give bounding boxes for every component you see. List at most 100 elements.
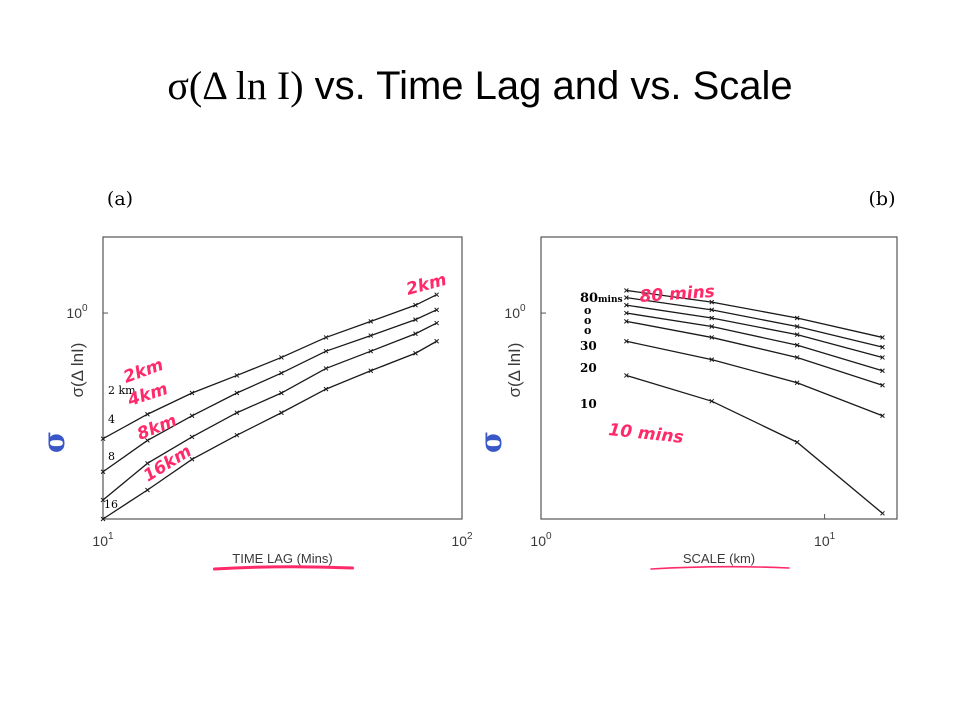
- tick-exponent: 0: [82, 303, 88, 314]
- data-point-b-0-1: [709, 299, 715, 305]
- data-point-b-3-2: [794, 342, 800, 348]
- handwritten-label-a-3: 8km: [134, 411, 179, 445]
- series-label-b-6: 20: [580, 361, 597, 375]
- data-point-a-0-7: [413, 302, 418, 308]
- x-tick-label-a-1: 102: [451, 531, 473, 549]
- data-point-b-5-3: [880, 413, 885, 419]
- slide-title-text: vs. Time Lag and vs. Scale: [303, 64, 793, 108]
- data-point-a-2-1: [145, 460, 150, 466]
- series-line-b-4: [626, 320, 883, 386]
- data-point-a-0-2: [189, 390, 195, 396]
- data-point-b-1-1: [709, 307, 715, 313]
- data-point-b-5-2: [794, 380, 800, 386]
- tick-base: 10: [92, 533, 108, 549]
- data-point-a-3-6: [368, 368, 374, 374]
- data-point-a-3-5: [323, 386, 329, 392]
- x-tick-label-a-0: 101: [92, 531, 114, 549]
- slide-title: σ(Δ ln I) vs. Time Lag and vs. Scale: [0, 62, 960, 109]
- tick-base: 10: [814, 533, 830, 549]
- data-point-b-1-2: [794, 324, 800, 329]
- series-line-b-2: [626, 304, 883, 359]
- data-point-b-6-2: [794, 439, 800, 445]
- x-axis-underline-b: [650, 565, 790, 570]
- tick-exponent: 2: [467, 531, 473, 542]
- y-axis-label-b: σ(Δ lnI): [505, 343, 524, 398]
- data-point-b-1-3: [880, 344, 885, 350]
- data-point-a-1-3: [234, 390, 240, 396]
- x-axis-underline-a: [213, 565, 354, 571]
- data-point-a-3-2: [189, 456, 195, 462]
- series-line-b-3: [626, 312, 883, 372]
- data-point-a-3-0: [100, 516, 106, 522]
- handwritten-label-b-0: 80 mins: [639, 282, 716, 307]
- x-tick-label-b-1: 101: [814, 531, 836, 549]
- data-point-a-2-4: [279, 390, 284, 396]
- data-point-a-1-8: [434, 307, 440, 313]
- data-point-a-1-4: [279, 370, 284, 376]
- series-label-a-0: 2 km: [108, 384, 136, 397]
- data-point-a-0-0: [100, 436, 106, 442]
- handwritten-label-a-4: 16km: [140, 441, 195, 486]
- data-point-b-3-0: [624, 310, 629, 316]
- data-point-b-2-0: [624, 302, 629, 308]
- data-point-b-5-1: [709, 357, 715, 362]
- data-point-a-0-5: [323, 335, 329, 340]
- data-point-b-0-2: [794, 315, 800, 321]
- data-point-a-1-6: [368, 333, 374, 338]
- tick-exponent: 1: [108, 531, 114, 542]
- data-point-b-6-1: [709, 398, 715, 404]
- data-point-b-4-1: [709, 335, 715, 340]
- data-point-a-2-6: [368, 348, 374, 354]
- y-axis-handwritten-sigma-b: σ: [474, 431, 509, 453]
- y-tick-label-a-0: 100: [66, 303, 88, 321]
- data-point-b-6-3: [880, 510, 885, 516]
- series-label-b-0: 80: [580, 291, 598, 306]
- series-label-b-1: mins: [598, 295, 623, 305]
- data-point-a-2-7: [413, 331, 418, 337]
- series-line-b-5: [626, 340, 883, 417]
- series-label-a-1: 4: [108, 413, 115, 426]
- data-point-a-0-1: [145, 411, 150, 417]
- tick-base: 10: [451, 533, 467, 549]
- series-line-b-6: [626, 374, 883, 514]
- data-point-a-1-0: [100, 469, 106, 475]
- y-tick-label-b-0: 100: [504, 303, 526, 321]
- tick-exponent: 0: [546, 531, 552, 542]
- series-line-b-0: [626, 289, 883, 339]
- data-point-b-0-3: [880, 335, 885, 340]
- data-point-a-2-5: [323, 366, 329, 371]
- series-label-a-2: 8: [108, 450, 115, 463]
- data-point-a-0-8: [434, 292, 440, 298]
- y-axis-handwritten-sigma-a: σ: [37, 431, 72, 453]
- data-point-a-1-2: [189, 413, 195, 419]
- data-point-b-2-3: [880, 355, 885, 360]
- tick-exponent: 1: [830, 531, 836, 542]
- tick-exponent: 0: [520, 303, 526, 314]
- data-point-a-2-2: [189, 434, 195, 440]
- data-point-b-5-0: [624, 338, 629, 344]
- series-label-b-4: o: [584, 324, 591, 337]
- data-point-b-2-2: [794, 332, 800, 338]
- plot-frame-a: [102, 236, 463, 520]
- x-tick-label-b-0: 100: [530, 531, 552, 549]
- panel-label-a: (a): [107, 188, 133, 210]
- data-point-b-4-0: [624, 318, 629, 324]
- y-axis-label-a: σ(Δ lnI): [68, 343, 87, 398]
- x-axis-label-a: TIME LAG (Mins): [232, 551, 332, 566]
- data-point-b-3-3: [880, 368, 885, 374]
- data-point-a-0-3: [234, 373, 240, 378]
- data-point-a-3-4: [279, 410, 284, 416]
- data-point-a-3-7: [413, 350, 418, 356]
- x-axis-label-b: SCALE (km): [683, 551, 755, 566]
- data-point-a-2-3: [234, 410, 240, 416]
- tick-base: 10: [504, 305, 520, 321]
- data-point-a-3-1: [145, 487, 150, 493]
- data-point-a-1-1: [145, 438, 150, 443]
- data-point-b-6-0: [624, 373, 629, 378]
- tick-base: 10: [66, 305, 82, 321]
- data-point-a-2-0: [100, 497, 106, 503]
- series-label-b-5: 30: [580, 339, 597, 353]
